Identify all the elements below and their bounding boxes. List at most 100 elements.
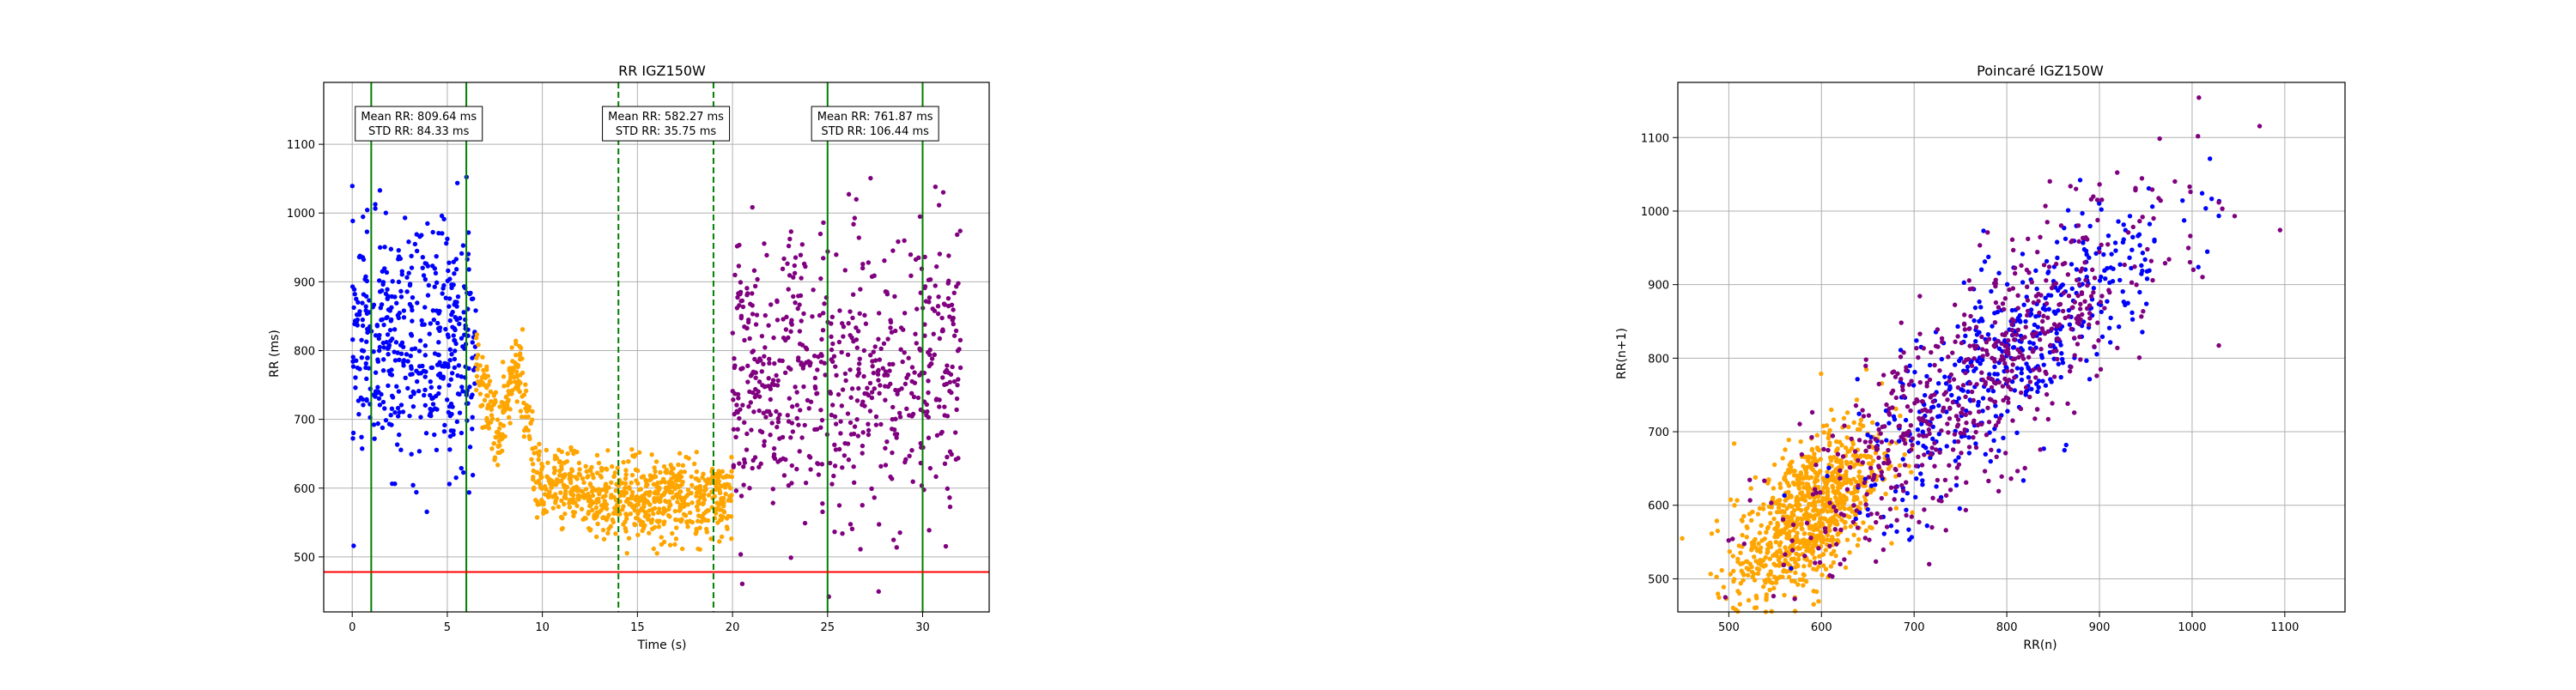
- rr-point-series-0: [357, 309, 362, 314]
- poincare-point-series-1: [1966, 435, 1971, 440]
- rr-point-series-0: [434, 253, 439, 259]
- poincare-point-series-2: [1962, 312, 1967, 318]
- poincare-point-series-0: [1825, 469, 1830, 475]
- rr-point-series-2: [820, 509, 825, 515]
- rr-point-series-0: [401, 358, 407, 363]
- poincare-point-series-2: [1894, 518, 1899, 523]
- poincare-chart-frame: [1677, 82, 2346, 613]
- rr-point-series-0: [466, 366, 471, 372]
- rr-point-series-2: [942, 413, 947, 418]
- rr-point-series-2: [854, 325, 859, 330]
- rr-point-series-0: [447, 318, 453, 324]
- poincare-point-series-2: [1809, 409, 1815, 415]
- rr-point-series-0: [371, 349, 376, 354]
- poincare-point-series-2: [2022, 465, 2027, 471]
- rr-point-series-2: [762, 443, 767, 448]
- poincare-point-series-2: [1886, 447, 1891, 453]
- poincare-point-series-2: [1863, 502, 1868, 507]
- poincare-point-series-2: [1917, 294, 1923, 299]
- poincare-point-series-1: [2036, 384, 2041, 390]
- rr-point-series-2: [852, 215, 858, 221]
- rr-point-series-2: [818, 352, 823, 357]
- poincare-point-series-1: [2059, 282, 2065, 288]
- poincare-point-series-2: [1955, 334, 1960, 339]
- rr-point-series-0: [393, 340, 399, 345]
- rr-point-series-2: [867, 409, 873, 414]
- rr-point-series-2: [836, 503, 842, 508]
- rr-point-series-2: [927, 352, 933, 358]
- rr-point-series-1: [562, 501, 567, 507]
- poincare-point-series-0: [1731, 568, 1736, 574]
- rr-point-series-2: [922, 322, 927, 327]
- poincare-point-series-0: [1820, 572, 1825, 578]
- rr-point-series-0: [461, 310, 466, 315]
- poincare-point-series-0: [1771, 462, 1777, 468]
- rr-point-series-1: [661, 521, 666, 527]
- poincare-point-series-0: [1771, 516, 1777, 522]
- rr-point-series-1: [644, 479, 649, 485]
- poincare-point-series-2: [1906, 428, 1911, 434]
- poincare-point-series-1: [1893, 488, 1899, 494]
- poincare-point-series-2: [2098, 366, 2104, 372]
- poincare-point-series-0: [1786, 489, 1791, 495]
- poincare-point-series-0: [1820, 521, 1826, 526]
- rr-point-series-2: [861, 373, 866, 379]
- rr-point-series-1: [673, 536, 679, 542]
- rr-point-series-2: [841, 324, 847, 330]
- rr-point-series-2: [909, 378, 914, 384]
- poincare-point-series-0: [1816, 564, 1821, 569]
- rr-point-series-0: [446, 364, 451, 370]
- rr-point-series-1: [501, 401, 506, 407]
- poincare-point-series-1: [1914, 338, 1919, 343]
- rr-point-series-1: [594, 452, 600, 458]
- rr-point-series-2: [954, 396, 960, 402]
- rr-point-series-2: [937, 251, 943, 257]
- poincare-point-series-2: [2232, 214, 2238, 219]
- poincare-point-series-2: [1818, 490, 1823, 495]
- poincare-point-series-2: [1978, 243, 1983, 248]
- poincare-point-series-2: [1914, 346, 1919, 351]
- rr-point-series-1: [677, 489, 683, 494]
- poincare-point-series-2: [2066, 314, 2072, 319]
- poincare-point-series-2: [2098, 300, 2104, 305]
- rr-point-series-1: [551, 470, 557, 475]
- poincare-point-series-2: [1936, 498, 1941, 503]
- rr-point-series-2: [851, 480, 857, 485]
- rr-point-series-2: [896, 388, 902, 393]
- poincare-chart-ylabel: RR(n+1): [1615, 328, 1629, 379]
- rr-point-series-2: [939, 429, 945, 435]
- rr-point-series-1: [505, 399, 510, 405]
- rr-point-series-2: [912, 370, 917, 375]
- poincare-point-series-2: [2025, 312, 2030, 318]
- rr-point-series-0: [428, 410, 434, 416]
- rr-point-series-2: [735, 391, 741, 397]
- rr-point-series-1: [723, 484, 728, 490]
- rr-point-series-1: [668, 485, 673, 490]
- rr-point-series-1: [604, 502, 610, 507]
- rr-annotation-text-2-0: Mean RR: 761.87 ms: [817, 111, 933, 124]
- poincare-point-series-0: [1781, 503, 1786, 508]
- poincare-point-series-0: [1815, 484, 1821, 490]
- rr-point-series-2: [832, 529, 837, 535]
- poincare-point-series-2: [1980, 347, 1985, 352]
- poincare-point-series-0: [1737, 602, 1743, 607]
- poincare-point-series-2: [1919, 463, 1925, 468]
- poincare-point-series-2: [2037, 337, 2043, 342]
- poincare-point-series-2: [2063, 315, 2068, 321]
- rr-point-series-2: [903, 457, 908, 463]
- rr-point-series-1: [503, 394, 509, 400]
- rr-point-series-1: [519, 415, 525, 420]
- poincare-point-series-2: [2002, 296, 2008, 301]
- poincare-point-series-1: [2053, 311, 2058, 316]
- rr-point-series-2: [747, 336, 752, 342]
- poincare-point-series-2: [1942, 477, 1948, 482]
- rr-point-series-0: [401, 315, 407, 320]
- poincare-point-series-1: [1960, 388, 1965, 393]
- poincare-point-series-2: [1990, 355, 1995, 360]
- poincare-point-series-2: [1947, 378, 1952, 384]
- rr-point-series-2: [908, 252, 914, 257]
- rr-point-series-2: [811, 354, 817, 359]
- poincare-point-series-2: [2037, 367, 2042, 372]
- rr-point-series-2: [799, 275, 804, 281]
- rr-point-series-0: [397, 357, 402, 363]
